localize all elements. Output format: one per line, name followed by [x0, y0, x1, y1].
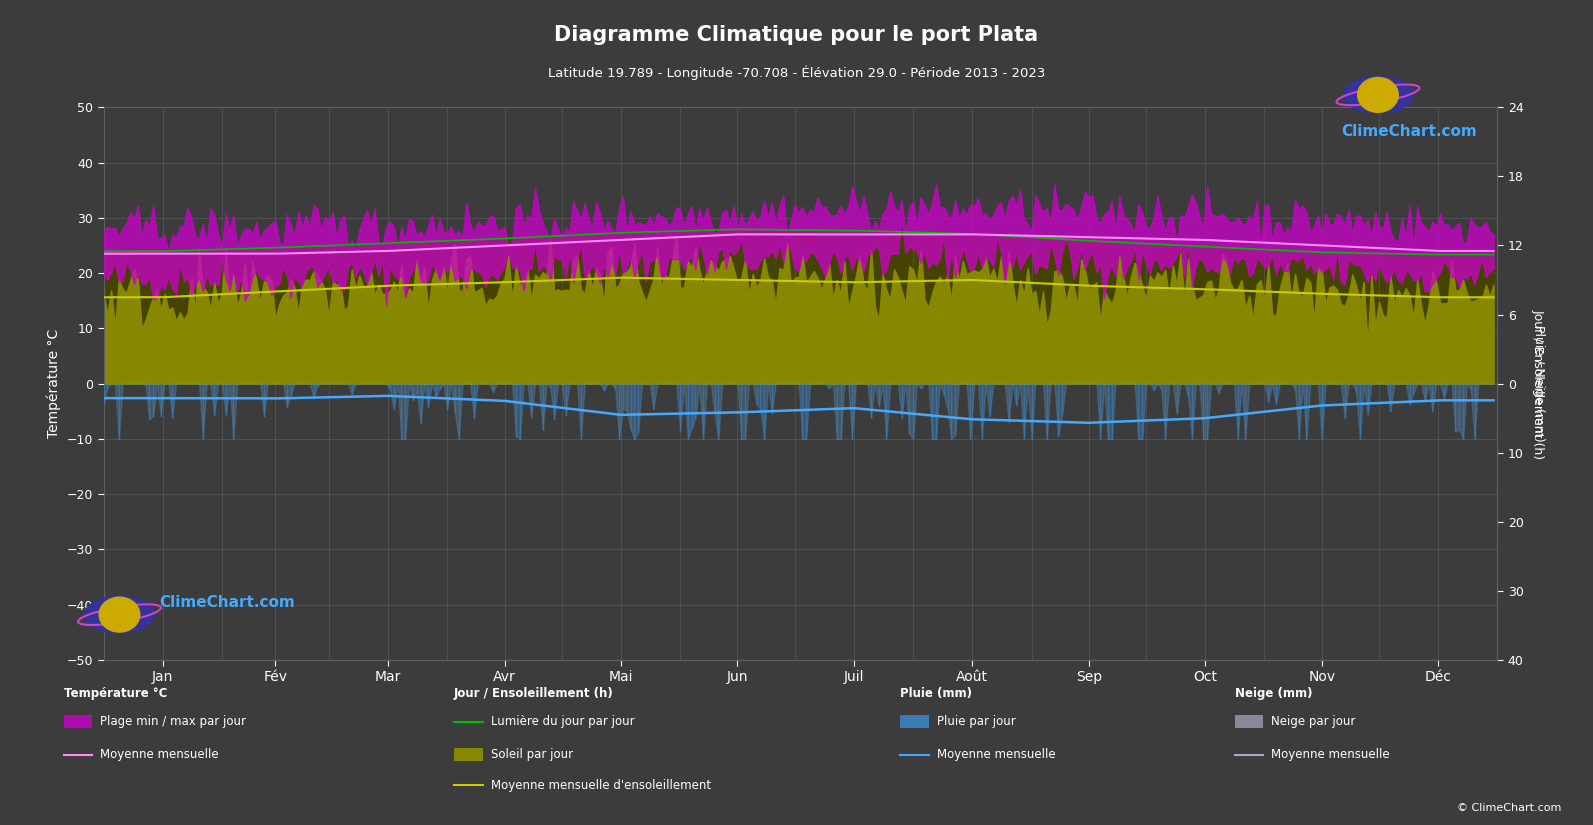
Bar	[454, 748, 483, 761]
Text: Neige (mm): Neige (mm)	[1235, 687, 1313, 700]
Text: Latitude 19.789 - Longitude -70.708 - Élévation 29.0 - Période 2013 - 2023: Latitude 19.789 - Longitude -70.708 - Él…	[548, 66, 1045, 81]
Text: Température °C: Température °C	[64, 687, 167, 700]
Bar	[1235, 715, 1263, 728]
Text: Moyenne mensuelle d'ensoleillement: Moyenne mensuelle d'ensoleillement	[491, 779, 710, 792]
Text: Moyenne mensuelle: Moyenne mensuelle	[100, 748, 218, 761]
Text: © ClimeChart.com: © ClimeChart.com	[1456, 803, 1561, 813]
Text: Soleil par jour: Soleil par jour	[491, 748, 573, 761]
Text: ClimeChart.com: ClimeChart.com	[1341, 124, 1477, 139]
Y-axis label: Température °C: Température °C	[46, 329, 61, 438]
Ellipse shape	[99, 596, 140, 633]
Text: ClimeChart.com: ClimeChart.com	[159, 596, 295, 610]
Circle shape	[1343, 77, 1413, 113]
Text: Moyenne mensuelle: Moyenne mensuelle	[1271, 748, 1389, 761]
Text: Lumière du jour par jour: Lumière du jour par jour	[491, 715, 634, 728]
Text: Moyenne mensuelle: Moyenne mensuelle	[937, 748, 1055, 761]
Y-axis label: Pluie / Neige (mm): Pluie / Neige (mm)	[1531, 325, 1545, 442]
Text: Pluie par jour: Pluie par jour	[937, 715, 1015, 728]
Text: Jour / Ensoleillement (h): Jour / Ensoleillement (h)	[454, 687, 613, 700]
Circle shape	[84, 596, 155, 633]
Text: Diagramme Climatique pour le port Plata: Diagramme Climatique pour le port Plata	[554, 25, 1039, 45]
Text: Plage min / max par jour: Plage min / max par jour	[100, 715, 247, 728]
Text: Neige par jour: Neige par jour	[1271, 715, 1356, 728]
Bar	[64, 715, 92, 728]
Bar	[900, 715, 929, 728]
Y-axis label: Jour / Ensoleillement (h): Jour / Ensoleillement (h)	[1531, 309, 1545, 459]
Text: Pluie (mm): Pluie (mm)	[900, 687, 972, 700]
Ellipse shape	[1357, 77, 1399, 113]
